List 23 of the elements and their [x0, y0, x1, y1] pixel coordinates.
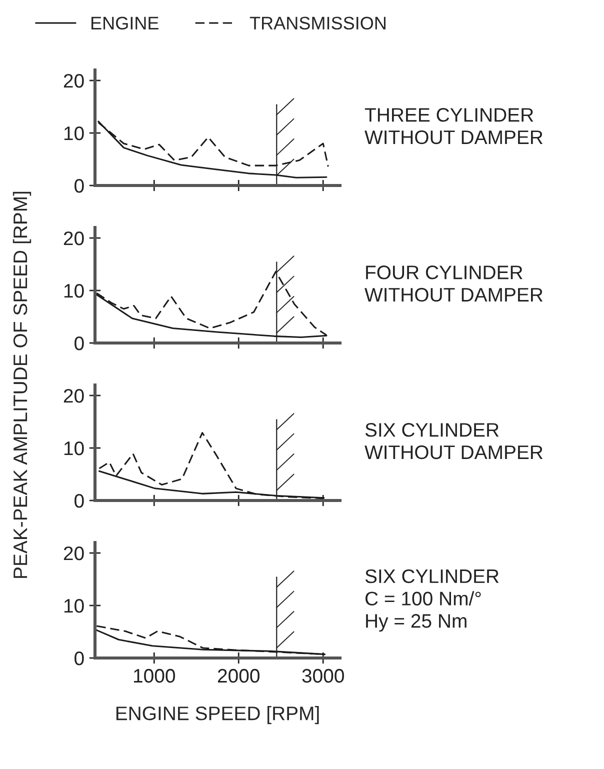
- x-tick-label: 1000: [134, 668, 176, 683]
- y-tick-label: 20: [64, 546, 84, 560]
- text: SIX CYLINDER C = 100 Nm/° Hy = 25 Nm: [365, 569, 499, 632]
- y-tick-label: 0: [74, 178, 84, 193]
- x-tick-label: 2000: [218, 668, 260, 683]
- text: FOUR CYLINDER WITHOUT DAMPER: [364, 266, 543, 302]
- y-tick-label: 0: [74, 336, 84, 350]
- x-tick-label: 3000: [302, 668, 344, 683]
- y-tick-label: 0: [74, 494, 84, 508]
- y-axis-title: PEAK-PEAK AMPLITUDE OF SPEED [RPM]: [12, 192, 32, 578]
- y-tick-label: 10: [64, 126, 84, 140]
- x-axis-title: ENGINE SPEED [RPM]: [116, 706, 319, 724]
- y-tick-label: 10: [64, 284, 84, 298]
- y-tick-label: 20: [64, 388, 84, 403]
- legend-label: TRANSMISSION: [250, 16, 386, 30]
- y-tick-label: 20: [64, 231, 84, 246]
- y-tick-label: 10: [64, 441, 84, 456]
- y-tick-label: 10: [64, 598, 84, 613]
- legend-label: ENGINE: [91, 16, 158, 30]
- text: THREE CYLINDER WITHOUT DAMPER: [364, 108, 543, 144]
- text: SIX CYLINDER WITHOUT DAMPER: [364, 423, 543, 460]
- y-tick-label: 20: [64, 74, 84, 88]
- y-tick-label: 0: [74, 651, 84, 666]
